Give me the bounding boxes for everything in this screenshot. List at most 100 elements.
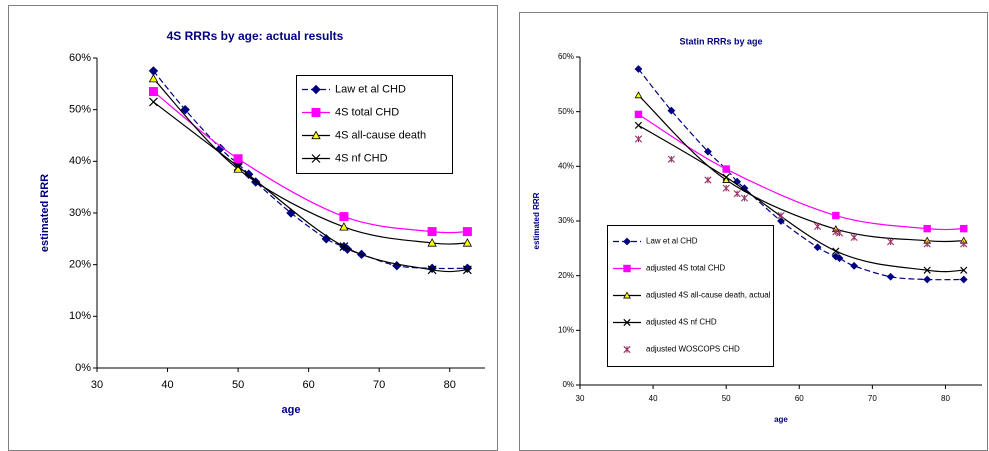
marker-diamond	[923, 275, 932, 284]
x-tick-label: 80	[444, 379, 456, 391]
marker-diamond	[850, 261, 858, 270]
marker-square	[427, 227, 437, 237]
marker-square	[634, 110, 643, 119]
y-tick-label: 50%	[558, 107, 574, 116]
legend-marker	[623, 237, 631, 246]
legend-label: Law et al CHD	[646, 237, 698, 246]
marker-square	[339, 212, 349, 222]
series-line	[153, 101, 468, 273]
marker-x	[233, 162, 243, 171]
series-line	[152, 78, 468, 245]
legend-label: 4S all-cause death	[335, 129, 426, 141]
legend-label: Law et al CHD	[335, 83, 406, 95]
x-tick-label: 70	[868, 394, 877, 403]
legend-label: 4S nf CHD	[335, 152, 388, 164]
marker-diamond	[667, 106, 676, 115]
y-tick-label: 10%	[558, 325, 574, 334]
legend-marker	[311, 84, 321, 95]
marker-x	[339, 242, 349, 252]
legend-marker	[623, 291, 631, 299]
marker-diamond	[813, 243, 822, 252]
marker-square	[462, 227, 472, 237]
marker-square	[923, 224, 931, 233]
y-axis-label: estimated RRR	[532, 192, 541, 249]
marker-star	[813, 222, 822, 231]
series-line	[638, 94, 964, 243]
marker-square	[148, 87, 158, 97]
y-tick-label: 20%	[558, 271, 574, 280]
x-tick-label: 60	[303, 379, 315, 391]
y-tick-label: 40%	[69, 155, 91, 167]
y-tick-label: 40%	[558, 161, 574, 170]
marker-star	[733, 190, 741, 198]
marker-x	[722, 173, 730, 181]
marker-x	[634, 121, 643, 129]
x-tick-label: 50	[232, 379, 244, 391]
marker-star	[704, 176, 712, 184]
y-tick-label: 50%	[69, 104, 91, 116]
marker-x	[832, 247, 840, 255]
legend-box	[296, 75, 453, 174]
left-panel	[8, 5, 498, 451]
y-tick-label: 0%	[562, 380, 574, 389]
marker-diamond	[959, 275, 968, 284]
marker-diamond	[634, 65, 643, 73]
marker-triangle	[634, 91, 643, 99]
x-tick-label: 60	[795, 394, 804, 403]
x-tick-label: 70	[373, 379, 385, 391]
x-axis-label: age	[282, 404, 301, 416]
legend-marker	[311, 154, 321, 163]
marker-star	[835, 229, 844, 237]
marker-x	[427, 265, 437, 275]
y-tick-label: 10%	[69, 310, 91, 322]
y-tick-label: 30%	[69, 207, 91, 219]
marker-diamond	[777, 217, 785, 225]
marker-triangle	[148, 73, 159, 83]
legend-marker	[311, 108, 321, 117]
marker-star	[923, 240, 931, 248]
marker-square	[832, 211, 840, 220]
x-tick-label: 40	[649, 394, 658, 403]
legend-marker	[623, 318, 631, 327]
marker-star	[667, 155, 675, 163]
marker-star	[887, 238, 895, 246]
legend-marker	[311, 130, 321, 140]
marker-triangle	[339, 222, 349, 231]
marker-star	[722, 184, 730, 192]
marker-triangle	[462, 238, 473, 247]
chart-title: 4S RRRs by age: actual results	[167, 29, 344, 43]
marker-star	[850, 233, 858, 241]
legend-label: 4S total CHD	[335, 106, 399, 118]
x-tick-label: 50	[722, 394, 731, 403]
legend-marker	[623, 264, 631, 273]
marker-star	[740, 194, 749, 202]
y-axis-label: estimated RRR	[39, 174, 51, 252]
legend-label: adjusted 4S nf CHD	[646, 318, 717, 327]
marker-diamond	[831, 252, 840, 261]
legend-marker	[623, 345, 631, 354]
series-line	[638, 124, 964, 273]
legend-label: adjusted 4S all-cause death, actual	[646, 291, 771, 300]
marker-square	[722, 165, 730, 173]
series-line	[152, 70, 468, 270]
x-tick-label: 30	[576, 394, 585, 403]
marker-star	[777, 211, 785, 220]
y-tick-label: 30%	[558, 216, 574, 225]
marker-diamond	[704, 147, 712, 156]
marker-x	[149, 97, 158, 107]
x-tick-label: 80	[941, 394, 950, 403]
x-axis-label: age	[774, 415, 788, 424]
x-tick-label: 40	[161, 379, 173, 391]
y-tick-label: 60%	[558, 52, 574, 61]
y-tick-label: 20%	[69, 259, 91, 271]
legend-label: adjusted WOSCOPS CHD	[646, 345, 740, 354]
y-tick-label: 60%	[69, 52, 91, 64]
marker-diamond	[835, 254, 844, 263]
marker-star	[634, 135, 643, 143]
marker-x	[960, 266, 968, 274]
marker-x	[923, 266, 931, 274]
marker-square	[233, 154, 243, 164]
y-tick-label: 0%	[75, 362, 91, 374]
legend-label: adjusted 4S total CHD	[646, 264, 725, 273]
